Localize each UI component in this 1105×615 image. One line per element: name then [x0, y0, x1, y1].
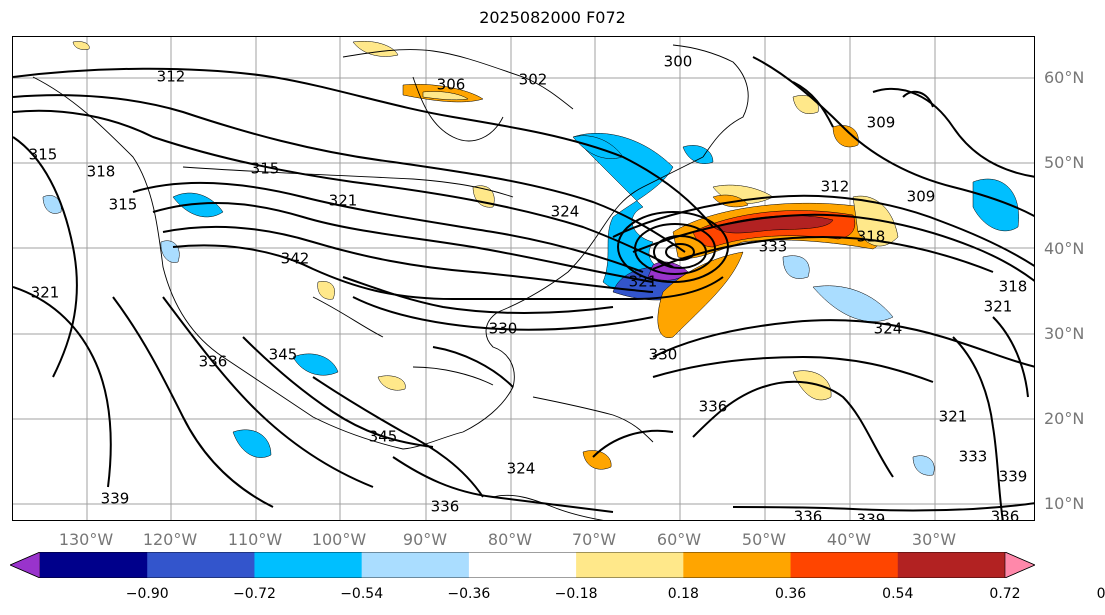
colorbar-segment	[254, 552, 363, 578]
colorbar-segment	[576, 552, 684, 578]
contour-label: 309	[867, 114, 896, 132]
contour-label: 309	[907, 188, 936, 206]
weather-map: 300 306 302 312 309 309 315 318 315 315 321 324 312 3…	[13, 37, 1034, 522]
contour-label: 345	[369, 428, 398, 446]
contour-label: 302	[519, 71, 548, 89]
contour-label: 339	[999, 468, 1028, 486]
contour-label: 330	[649, 346, 678, 364]
map-title: 2025082000 F072	[479, 8, 626, 27]
colorbar-segment	[897, 552, 1006, 578]
colorbar-tick-label: −0.18	[554, 586, 598, 602]
contour-label: 312	[821, 178, 850, 196]
colorbar-tick-label: 0.18	[667, 586, 699, 602]
latitude-label: 30°N	[1044, 324, 1085, 343]
colorbar-segment	[147, 552, 255, 578]
colorbar-extend-high	[1004, 552, 1035, 578]
longitude-label: 120°W	[142, 530, 198, 549]
colorbar-tick-label: −0.72	[232, 586, 276, 602]
contour-labels: 300 306 302 312 309 309 315 318 315 315 321 324 312 3…	[29, 53, 1028, 522]
longitude-label: 30°W	[911, 530, 957, 549]
contour-label: 315	[109, 196, 138, 214]
colorbar-extend-low	[10, 552, 41, 578]
contour-label: 318	[87, 163, 116, 181]
colorbar-segment	[790, 552, 899, 578]
latitude-label: 60°N	[1044, 68, 1085, 87]
contour-label: 324	[874, 320, 903, 338]
colorbar-segment	[683, 552, 792, 578]
contour-label: 330	[489, 320, 518, 338]
contour-label: 321	[329, 192, 358, 210]
contour-label: 306	[437, 76, 466, 94]
contour-label: 336	[794, 508, 823, 522]
longitude-label: 100°W	[311, 530, 367, 549]
contour-label: 321	[939, 408, 968, 426]
contour-label: 324	[551, 203, 580, 221]
colorbar-tick-label: 0.72	[989, 586, 1021, 602]
contour-label: 333	[759, 238, 788, 256]
latitude-label: 40°N	[1044, 239, 1085, 258]
longitude-label: 130°W	[58, 530, 114, 549]
colorbar-segment	[40, 552, 148, 578]
contour-label: 318	[857, 228, 886, 246]
contour-label: 318	[999, 278, 1028, 296]
colorbar-tick-label: −0.36	[447, 586, 491, 602]
colorbar-segment	[361, 552, 470, 578]
contour-label: 336	[199, 353, 228, 371]
contour-label: 336	[991, 508, 1020, 522]
colorbar-tick-label: 0.36	[774, 586, 807, 602]
colorbar-tick-label: 0.90	[1096, 586, 1105, 602]
longitude-label: 70°W	[571, 530, 617, 549]
contour-label: 336	[699, 398, 728, 416]
longitude-label: 90°W	[402, 530, 448, 549]
longitude-label: 50°W	[741, 530, 787, 549]
coastlines	[32, 44, 749, 520]
contour-label: 321	[31, 284, 60, 302]
contour-label: 315	[251, 160, 280, 178]
contour-label: 339	[857, 511, 886, 522]
contour-label: 315	[29, 146, 58, 164]
colorbar-segment	[468, 552, 577, 578]
contour-label: 312	[157, 68, 186, 86]
map-panel: 300 306 302 312 309 309 315 318 315 315 321 324 312 3…	[12, 36, 1035, 521]
contour-label: 324	[507, 460, 536, 478]
contour-label: 300	[664, 53, 693, 71]
longitude-label: 60°W	[656, 530, 702, 549]
longitude-label: 80°W	[487, 530, 533, 549]
longitude-label: 40°W	[826, 530, 872, 549]
latitude-label: 20°N	[1044, 409, 1085, 428]
colorbar-tick-label: −0.90	[125, 586, 169, 602]
contour-label: 333	[959, 448, 988, 466]
contour-label: 321	[629, 273, 658, 291]
colorbar-tick-label: 0.54	[882, 586, 914, 602]
colorbar-tick-label: −0.54	[340, 586, 384, 602]
contour-label: 345	[269, 346, 298, 364]
latitude-label: 10°N	[1044, 494, 1085, 513]
latitude-label: 50°N	[1044, 153, 1085, 172]
contour-label: 336	[431, 498, 460, 516]
contour-label: 339	[101, 490, 130, 508]
contour-label: 342	[281, 250, 310, 268]
longitude-label: 110°W	[227, 530, 283, 549]
contour-label: 321	[984, 298, 1013, 316]
height-contours	[13, 56, 1034, 520]
colorbar	[10, 552, 1035, 578]
